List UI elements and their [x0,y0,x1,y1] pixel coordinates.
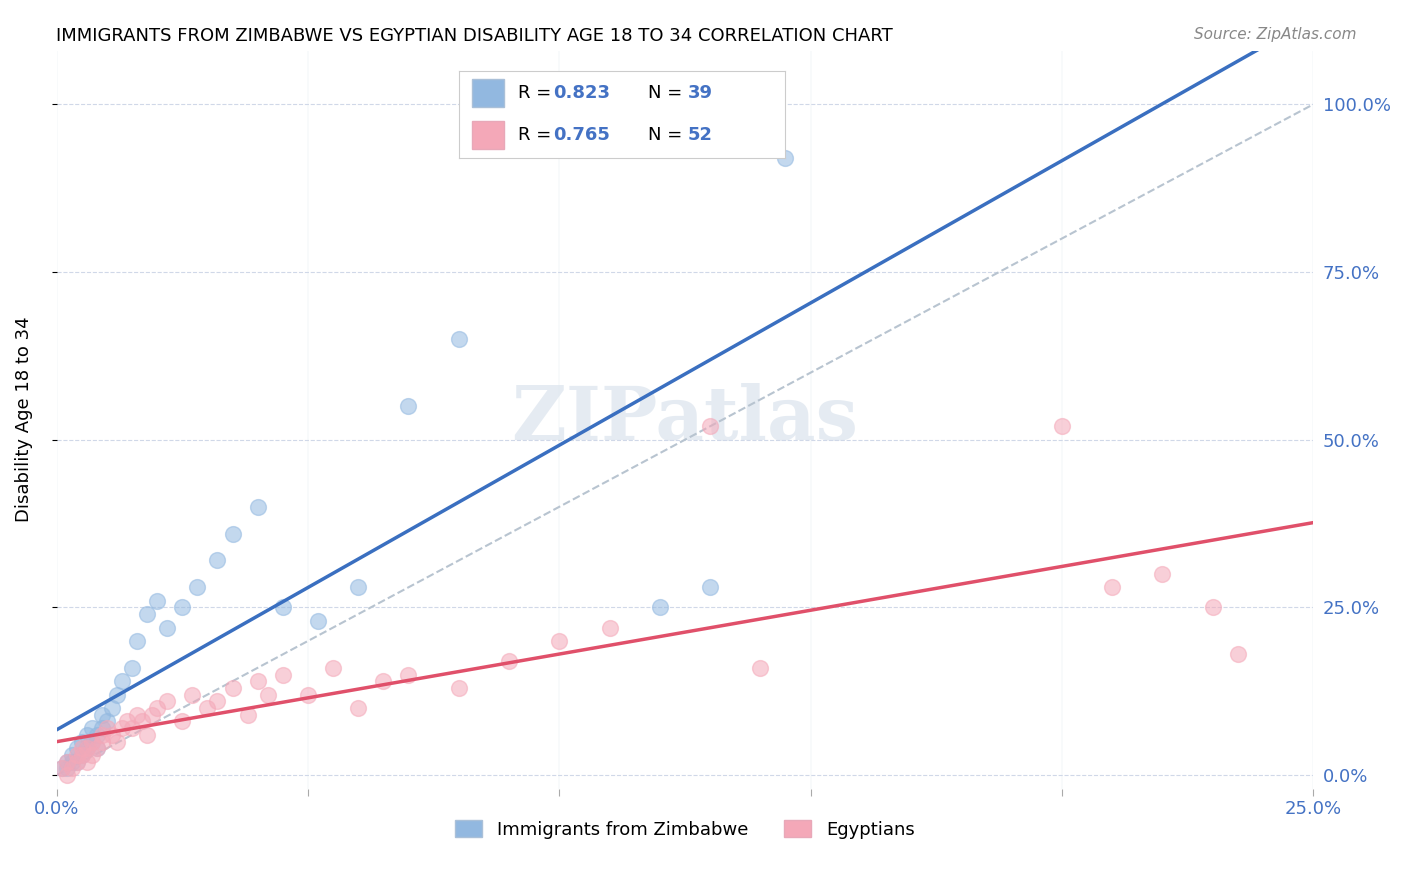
Point [136,728,159,742]
Legend: Immigrants from Zimbabwe, Egyptians: Immigrants from Zimbabwe, Egyptians [449,814,922,846]
Point [60,755,83,769]
Point [125,707,148,722]
Point [66,755,89,769]
Point [105,688,128,702]
Point [322,661,344,675]
Point [70,741,93,756]
Text: Source: ZipAtlas.com: Source: ZipAtlas.com [1194,27,1357,42]
Point [186,580,208,594]
Point [101,728,124,742]
Point [70,734,93,748]
Point [156,694,179,708]
Point [90,728,112,742]
Point [55,755,77,769]
Point [51,761,73,775]
Point [221,681,243,695]
Point [76,741,98,756]
Point [221,526,243,541]
Point [70,747,93,762]
Point [398,667,420,681]
Point [599,621,621,635]
Point [76,741,98,756]
Point [146,593,169,607]
Point [51,761,73,775]
Point [115,714,138,729]
Point [131,714,153,729]
Point [90,707,112,722]
Point [297,688,319,702]
Text: ZIPatlas: ZIPatlas [512,383,859,456]
Point [90,734,112,748]
Point [76,755,98,769]
Point [1050,419,1073,434]
Point [236,707,259,722]
Point [90,721,112,735]
Point [699,580,721,594]
Point [80,734,103,748]
Point [76,728,98,742]
Point [775,151,797,165]
Point [1101,580,1123,594]
Y-axis label: Disability Age 18 to 34: Disability Age 18 to 34 [15,317,32,523]
Point [172,714,194,729]
Point [136,607,159,621]
Point [70,747,93,762]
Point [1202,600,1225,615]
Point [347,580,370,594]
Point [498,654,520,668]
Point [121,661,143,675]
Point [648,600,671,615]
Point [181,688,204,702]
Point [246,500,269,514]
Point [55,755,77,769]
Point [86,728,108,742]
Point [86,741,108,756]
Point [156,621,179,635]
Text: IMMIGRANTS FROM ZIMBABWE VS EGYPTIAN DISABILITY AGE 18 TO 34 CORRELATION CHART: IMMIGRANTS FROM ZIMBABWE VS EGYPTIAN DIS… [56,27,893,45]
Point [105,734,128,748]
Point [197,701,219,715]
Point [96,721,118,735]
Point [66,755,89,769]
Point [447,681,470,695]
Point [125,634,148,648]
Point [141,707,163,722]
Point [101,701,124,715]
Point [146,701,169,715]
Point [447,332,470,346]
Point [307,614,329,628]
Point [66,747,89,762]
Point [80,734,103,748]
Point [207,553,229,567]
Point [271,667,294,681]
Point [373,674,395,689]
Point [66,741,89,756]
Point [55,761,77,775]
Point [111,674,134,689]
Point [86,741,108,756]
Point [1152,566,1174,581]
Point [96,714,118,729]
Point [271,600,294,615]
Point [347,701,370,715]
Point [80,721,103,735]
Point [60,761,83,775]
Point [207,694,229,708]
Point [749,661,772,675]
Point [699,419,721,434]
Point [246,674,269,689]
Point [256,688,278,702]
Point [548,634,571,648]
Point [1226,648,1249,662]
Point [398,399,420,413]
Point [111,721,134,735]
Point [60,747,83,762]
Point [55,768,77,782]
Point [172,600,194,615]
Point [80,747,103,762]
Point [121,721,143,735]
